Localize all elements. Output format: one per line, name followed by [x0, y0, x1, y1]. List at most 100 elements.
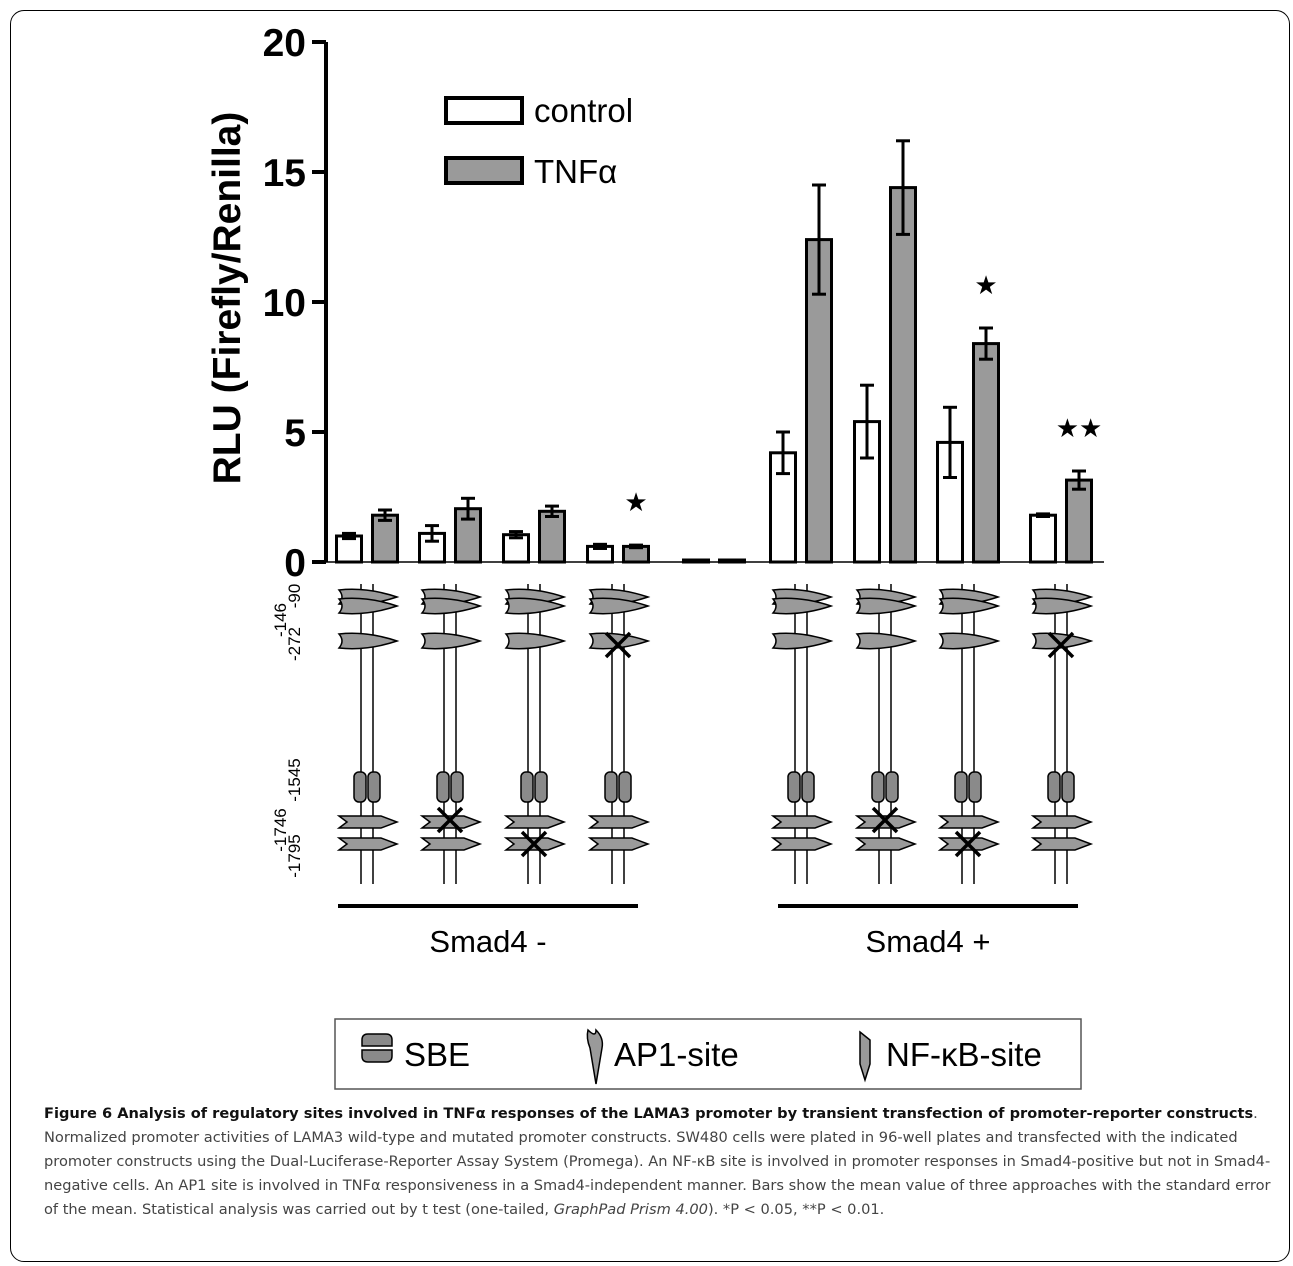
group-label-smad4-neg: Smad4 -	[429, 924, 546, 959]
nfkb-site-icon	[770, 837, 834, 851]
sbe-icon	[520, 771, 548, 803]
mutation-x-line	[871, 806, 899, 834]
construct-7	[937, 584, 1001, 884]
legend-label-control: control	[534, 92, 633, 129]
sbe-box	[367, 771, 381, 803]
ap1-site-icon	[855, 597, 918, 615]
significance-star-8: ★★	[1056, 414, 1103, 444]
position-label: -146	[271, 603, 290, 637]
site-legend-sbe: SBE	[404, 1036, 470, 1073]
ap1-site-icon	[420, 597, 483, 615]
nfkb-site-icon	[336, 837, 400, 851]
sbe-icon	[787, 771, 815, 803]
sbe-icon	[871, 771, 899, 803]
error-bar-tnfa-1	[461, 496, 475, 521]
error-bar-control-5	[776, 430, 790, 476]
ap1-site-icon	[771, 597, 834, 615]
nfkb-site-icon	[937, 815, 1001, 829]
sbe-icon	[361, 1033, 393, 1063]
construct-1	[419, 584, 483, 884]
legend-swatch-control	[444, 96, 524, 125]
caption-software: GraphPad Prism 4.00	[553, 1201, 708, 1218]
error-bar-control-6	[860, 383, 874, 460]
mutation-x-line	[436, 806, 464, 834]
construct-2	[503, 584, 567, 884]
nfkb-site-icon	[503, 815, 567, 829]
y-tick-label-15: 15	[263, 152, 306, 195]
ap1-site-icon	[504, 597, 567, 615]
nfkb-site-icon	[1030, 837, 1094, 851]
sbe-box	[871, 771, 885, 803]
ap1-site-icon	[1031, 597, 1094, 615]
ap1-site-icon	[504, 632, 567, 650]
bars: ★★★★	[335, 139, 1103, 564]
legend: control TNFα	[444, 92, 633, 190]
sbe-box	[534, 771, 548, 803]
sbe-box	[1047, 771, 1061, 803]
sbe-box	[353, 771, 367, 803]
construct-3	[587, 584, 651, 884]
construct-0	[336, 584, 400, 884]
error-bar-control-3	[593, 542, 607, 550]
significance-star-3: ★	[624, 488, 647, 518]
nfkb-site-icon	[587, 815, 651, 829]
y-tick-label-5: 5	[284, 412, 306, 455]
construct-8	[1030, 584, 1094, 884]
y-axis: 0 5 10 15 20	[263, 22, 1104, 585]
mutation-x-line	[604, 631, 632, 659]
ap1-site-icon	[588, 597, 651, 615]
ap1-site-icon	[938, 632, 1001, 650]
position-label: -1795	[285, 834, 304, 877]
bar-tnfa-0	[371, 513, 399, 564]
sbe-box	[954, 771, 968, 803]
nfkb-site-icon	[854, 837, 918, 851]
error-bar-tnfa-6	[896, 139, 910, 236]
position-label: -1746	[271, 808, 290, 851]
sbe-box	[885, 771, 899, 803]
caption-text-2: ). *P < 0.05, **P < 0.01.	[707, 1201, 885, 1218]
sbe-box	[801, 771, 815, 803]
error-bar-tnfa-7	[979, 326, 993, 361]
sbe-icon	[604, 771, 632, 803]
error-bar-tnfa-5	[812, 183, 826, 296]
position-label: -272	[285, 627, 304, 661]
sbe-box	[618, 771, 632, 803]
error-bar-control-8	[1036, 512, 1050, 518]
bar-tnfa-8	[1065, 478, 1093, 564]
sbe-box	[1061, 771, 1075, 803]
construct-6	[854, 584, 918, 884]
error-bar-control-2	[509, 530, 523, 540]
position-label: -90	[285, 584, 304, 609]
bar-control-4	[682, 558, 710, 564]
bar-tnfa-4	[718, 558, 746, 564]
error-bar-control-0	[342, 531, 356, 541]
promoter-constructs: -90-146-272 -1545 -1746-1795	[271, 584, 1094, 908]
position-label: -1545	[285, 758, 304, 801]
sbe-box	[968, 771, 982, 803]
bar-tnfa-7	[972, 342, 1000, 564]
ap1-site-icon	[938, 597, 1001, 615]
group-label-smad4-pos: Smad4 +	[866, 924, 991, 959]
ap1-icon	[586, 1028, 604, 1085]
nfkb-icon	[859, 1030, 871, 1083]
nfkb-site-icon	[336, 815, 400, 829]
site-legend-box: SBE AP1-site NF-κB-site	[334, 1018, 1082, 1090]
y-tick-label-10: 10	[263, 282, 306, 325]
error-bar-control-1	[425, 524, 439, 543]
legend-label-tnfa: TNFα	[534, 153, 617, 190]
error-bar-tnfa-0	[378, 508, 392, 522]
legend-swatch-tnfa	[444, 156, 524, 185]
mutation-x-line	[954, 830, 982, 858]
ap1-site-icon	[771, 632, 834, 650]
nfkb-site-icon	[587, 837, 651, 851]
ap1-site-icon	[337, 632, 400, 650]
site-legend-nfkb: NF-κB-site	[886, 1036, 1042, 1073]
ap1-site-icon	[420, 632, 483, 650]
bar-control-8	[1029, 513, 1057, 564]
mutation-x-line	[520, 830, 548, 858]
mutation-x-line	[1047, 631, 1075, 659]
sbe-box	[787, 771, 801, 803]
y-tick-label-20: 20	[263, 22, 306, 65]
caption-title: Figure 6 Analysis of regulatory sites in…	[44, 1105, 1254, 1122]
